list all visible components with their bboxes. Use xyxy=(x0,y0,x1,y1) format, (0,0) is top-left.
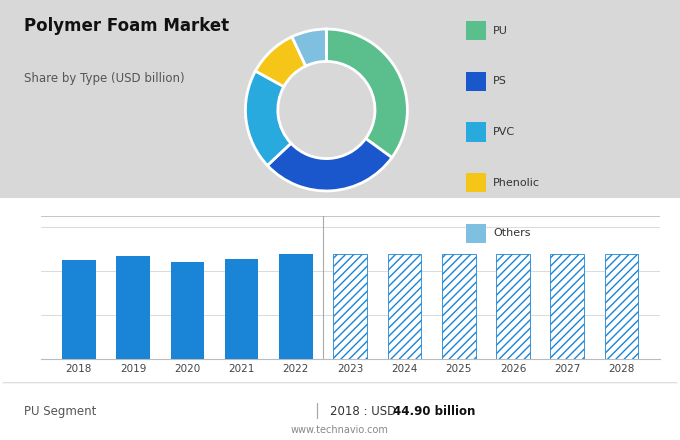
Bar xyxy=(62,260,96,359)
Text: Polymer Foam Market: Polymer Foam Market xyxy=(24,17,229,35)
Bar xyxy=(171,262,204,359)
Wedge shape xyxy=(267,139,392,191)
Bar xyxy=(551,254,584,359)
Bar xyxy=(496,254,530,359)
Bar xyxy=(388,254,422,359)
Text: PU Segment: PU Segment xyxy=(24,405,96,418)
Text: www.technavio.com: www.technavio.com xyxy=(291,425,389,435)
Text: Others: Others xyxy=(493,228,530,238)
Bar xyxy=(442,254,475,359)
Wedge shape xyxy=(326,29,407,158)
Bar xyxy=(116,256,150,359)
Text: Phenolic: Phenolic xyxy=(493,178,540,187)
Text: 2018 : USD: 2018 : USD xyxy=(330,405,400,418)
Bar xyxy=(388,254,422,359)
Text: PVC: PVC xyxy=(493,127,515,137)
Bar xyxy=(605,254,639,359)
Wedge shape xyxy=(256,37,306,87)
Bar xyxy=(496,254,530,359)
Bar xyxy=(333,254,367,359)
Wedge shape xyxy=(245,71,291,165)
Bar xyxy=(225,258,258,359)
Bar xyxy=(605,254,639,359)
Bar xyxy=(333,254,367,359)
Text: |: | xyxy=(313,403,319,419)
Bar xyxy=(279,254,313,359)
Bar xyxy=(551,254,584,359)
Bar xyxy=(442,254,475,359)
Text: Share by Type (USD billion): Share by Type (USD billion) xyxy=(24,72,184,85)
Wedge shape xyxy=(292,29,326,66)
Text: 44.90 billion: 44.90 billion xyxy=(393,405,475,418)
Text: PU: PU xyxy=(493,26,508,36)
Text: PS: PS xyxy=(493,77,507,86)
